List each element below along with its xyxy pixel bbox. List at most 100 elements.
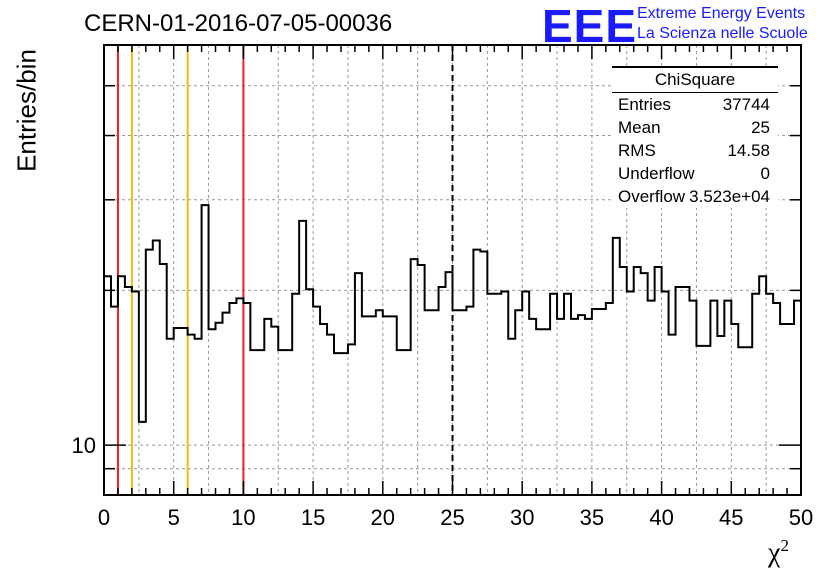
histogram-bin [564, 294, 571, 495]
histogram-bin [641, 273, 648, 495]
stats-row-rms: RMS 14.58 [618, 141, 770, 163]
histogram-bin [355, 273, 362, 495]
histogram-bin [773, 303, 780, 495]
histogram-bin [327, 335, 334, 495]
x-tick-label: 10 [231, 505, 255, 530]
histogram-bin [153, 241, 160, 495]
brand-line-2: La Scienza nelle Scuole [637, 25, 808, 42]
x-axis-label-base: χ [768, 537, 781, 569]
y-axis-ticks: 10 [72, 84, 801, 470]
histogram-bin [515, 310, 522, 495]
histogram-bin [236, 298, 243, 495]
histogram-bin [139, 422, 146, 495]
stats-title: ChiSquare [654, 70, 736, 89]
histogram-bin [167, 339, 174, 495]
histogram-bin [397, 350, 404, 495]
run-title: CERN-01-2016-07-05-00036 [84, 10, 393, 37]
stats-key: Underflow [618, 164, 695, 183]
histogram-bin [257, 350, 264, 495]
stats-row-overflow: Overflow 3.523e+04 [618, 187, 770, 209]
histogram-bin [620, 267, 627, 495]
histogram-bin [313, 307, 320, 495]
histogram-bin [111, 307, 118, 495]
histogram-bin [501, 291, 508, 495]
histogram-bin [299, 221, 306, 495]
histogram-bin [188, 335, 195, 495]
histogram-bin [662, 291, 669, 495]
histogram-bin [794, 301, 801, 495]
histogram-bin [439, 287, 446, 495]
histogram-bin [174, 328, 181, 495]
histogram-bin [425, 310, 432, 495]
stats-box: ChiSquare Entries 37744 Mean 25 RMS 14.5… [612, 66, 778, 208]
histogram-bin [522, 291, 529, 495]
stats-key: RMS [618, 141, 656, 160]
stats-row-underflow: Underflow 0 [618, 164, 770, 186]
histogram-bin [717, 336, 724, 495]
histogram-bin [655, 267, 662, 495]
brand-line-1: Extreme Energy Events [637, 5, 806, 22]
histogram-bin [209, 329, 216, 495]
x-axis-ticks: 0 5 10 15 20 25 30 35 40 45 50 [98, 45, 813, 530]
stats-title-underline [612, 92, 778, 93]
histogram-bin [195, 339, 202, 495]
y-axis-label: Entries/bin [11, 49, 42, 172]
stats-key: Entries [618, 95, 671, 114]
histogram-bin [404, 350, 411, 495]
x-tick-label: 5 [168, 505, 180, 530]
histogram-bin [738, 347, 745, 495]
stats-key: Mean [618, 118, 661, 137]
histogram-bin [181, 328, 188, 495]
histogram-bin [780, 324, 787, 495]
histogram-bin [543, 329, 550, 495]
histogram-bin [578, 315, 585, 495]
histogram-bin [710, 301, 717, 495]
histogram-bin [306, 289, 313, 495]
stats-value: 0 [760, 164, 770, 183]
histogram-bin [494, 294, 501, 495]
histogram-bin [376, 310, 383, 495]
stats-key: Overflow [618, 187, 686, 206]
histogram-line [104, 204, 801, 423]
histogram-bin [222, 313, 229, 495]
histogram-bin [536, 329, 543, 495]
histogram-bin [724, 301, 731, 495]
histogram-bin [759, 276, 766, 495]
histogram-bin [480, 252, 487, 495]
eee-logo: EEE [542, 0, 638, 52]
histogram-bin [599, 309, 606, 495]
x-tick-label: 35 [580, 505, 604, 530]
histogram-bin [320, 324, 327, 495]
histogram-bin [473, 250, 480, 495]
histogram-bin [250, 350, 257, 495]
histogram-bin [508, 339, 515, 495]
stats-value: 25 [751, 118, 770, 137]
x-tick-label: 30 [510, 505, 534, 530]
histogram-bin [606, 303, 613, 495]
histogram-bin [229, 303, 236, 495]
histogram-bin [146, 250, 153, 495]
histogram-bin [278, 350, 285, 495]
stats-row-mean: Mean 25 [618, 118, 770, 140]
histogram-bin [689, 301, 696, 495]
histogram-bin [745, 347, 752, 495]
y-tick-label: 10 [72, 433, 96, 458]
histogram-bin [348, 344, 355, 495]
histogram-bin [487, 294, 494, 495]
stats-row-entries: Entries 37744 [618, 95, 770, 117]
histogram-bin [634, 267, 641, 495]
histogram-bin [683, 287, 690, 495]
stats-value: 3.523e+04 [689, 187, 770, 206]
histogram-bin [292, 294, 299, 495]
stats-value: 37744 [722, 95, 770, 114]
histogram-bin [459, 310, 466, 495]
histogram-bin [731, 324, 738, 495]
histogram-bin [703, 346, 710, 495]
histogram-bin [104, 276, 111, 495]
histogram-bin [125, 287, 132, 495]
histogram-bin [418, 265, 425, 495]
histogram-bin [202, 205, 209, 495]
x-tick-label: 40 [649, 505, 673, 530]
histogram-bin [752, 294, 759, 495]
